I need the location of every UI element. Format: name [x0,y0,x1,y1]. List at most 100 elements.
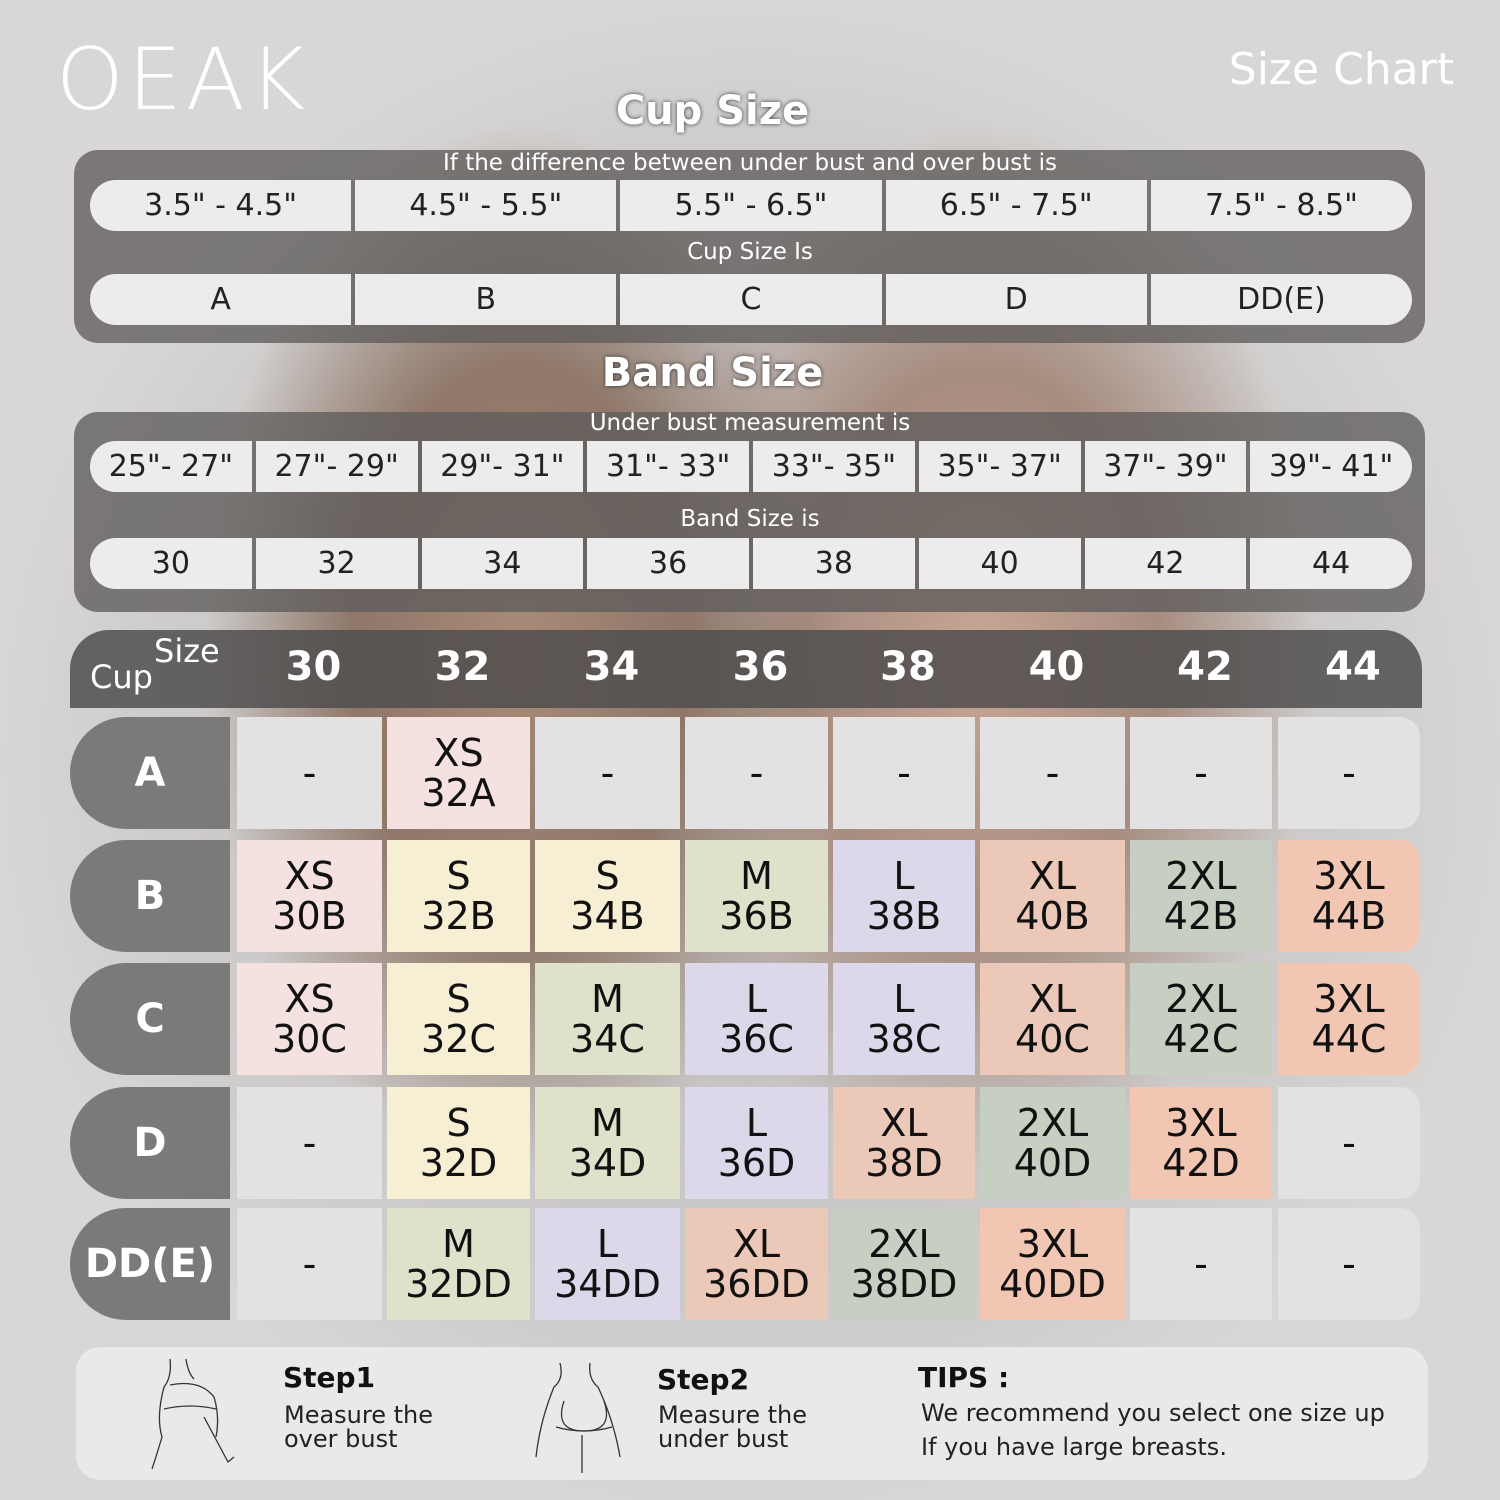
size-code: 40DD [999,1262,1106,1306]
size-letter: 3XL [1313,854,1385,898]
size-code: 32C [421,1017,496,1061]
corner-size-label: Size [154,632,220,670]
size-letter: L [596,1222,619,1266]
size-letter: M [591,977,624,1021]
size-letter: 2XL [1165,854,1237,898]
size-letter: 2XL [1165,977,1237,1021]
band-row: 30 32 34 36 38 40 42 44 [90,538,1412,589]
size-letter: - [897,751,911,795]
size-code: 34C [570,1017,645,1061]
cup-row: A B C D DD(E) [90,274,1412,325]
size-letter: XL [1028,854,1077,898]
column-header: 30 [285,644,342,690]
measurement-range: 39"- 41" [1250,441,1412,492]
column-header: 32 [434,644,491,690]
size-code: 34DD [554,1262,661,1306]
size-code: 42D [1162,1141,1240,1185]
step1-title: Step1 [283,1361,376,1394]
size-cell: 3XL 42D [1130,1087,1272,1199]
measurement-row: 25"- 27" 27"- 29" 29"- 31" 31"- 33" 33"- 35"… [90,441,1412,492]
cup-value: D [885,274,1147,325]
size-code: 32B [421,894,496,938]
size-code: 40C [1015,1017,1090,1061]
size-cell: L 36C [685,963,828,1075]
size-letter: L [745,977,768,1021]
size-letter: M [740,854,773,898]
size-letter: S [446,1101,471,1145]
size-cell: L 38B [833,840,975,952]
size-code: 40D [1013,1141,1092,1185]
size-cell: S 32C [387,963,530,1075]
difference-range: 7.5" - 8.5" [1150,180,1412,231]
column-header: 40 [1028,644,1085,690]
cup-value: DD(E) [1150,274,1412,325]
cup-value: B [355,274,617,325]
size-cell: S 32D [387,1087,530,1199]
brand-logo: OEAK [56,30,310,130]
size-cell: XL 40C [980,963,1125,1075]
column-header: 36 [732,644,789,690]
size-letter: S [595,854,620,898]
cup-caption-cupsize: Cup Size Is [687,239,813,265]
size-cell: M 34D [535,1087,680,1199]
row-header-cup: A [70,717,230,829]
column-header: 34 [583,644,640,690]
size-cell: S 34B [535,840,680,952]
size-letter: 3XL [1016,1222,1089,1266]
size-letter: S [446,854,471,898]
size-cell: 3XL 44C [1278,963,1420,1075]
size-letter: XS [284,854,335,898]
step2-line1: Measure the [658,1401,808,1429]
size-cell: M 36B [685,840,828,952]
band-caption-measurement: Under bust measurement is [589,410,911,436]
size-code: 32D [419,1141,498,1185]
measurement-range: 37"- 39" [1084,441,1247,492]
size-cell: - [237,1087,382,1199]
size-letter: - [302,1121,317,1165]
size-cell: 2XL 40D [980,1087,1125,1199]
grid-header: Size Cup 30 32 34 36 38 40 42 44 [70,630,1422,708]
size-letter: - [600,751,615,795]
size-cell: XS 30B [237,840,382,952]
size-letter: - [1342,1121,1356,1165]
size-cell: - [1278,717,1420,829]
tips-title: TIPS : [918,1361,1010,1394]
size-cell: L 34DD [535,1208,680,1320]
size-cell: 2XL 42B [1130,840,1272,952]
footer-instructions: Step1 Measure the over bust Step2 Measur… [76,1347,1428,1480]
step1-line2: over bust [284,1425,398,1453]
size-code: 42B [1163,894,1239,938]
band-value: 32 [255,538,418,589]
size-letter: L [893,854,915,898]
size-letter: 3XL [1313,977,1385,1021]
difference-range: 4.5" - 5.5" [355,180,617,231]
measurement-range: 31"- 33" [587,441,749,492]
measurement-range: 25"- 27" [90,441,252,492]
cup-value: A [90,274,352,325]
size-cell: 3XL 44B [1278,840,1420,952]
size-code: 32A [421,771,496,815]
column-header: 38 [880,644,936,690]
size-cell: XS 30C [237,963,382,1075]
size-code: 30C [272,1017,347,1061]
size-letter: - [749,751,764,795]
size-cell: - [833,717,975,829]
size-letter: L [745,1101,768,1145]
tips-line2: If you have large breasts. [921,1433,1227,1461]
size-cell: - [237,717,382,829]
size-letter: L [893,977,915,1021]
size-cell: - [1130,717,1272,829]
size-letter: 2XL [868,1222,940,1266]
row-header-cup: C [70,963,230,1075]
size-code: 36C [719,1017,794,1061]
size-code: 38D [865,1141,943,1185]
size-letter: S [446,977,471,1021]
size-cell: 2XL 42C [1130,963,1272,1075]
step2-title: Step2 [657,1363,750,1396]
size-code: 36B [719,894,794,938]
row-header-cup: DD(E) [70,1208,230,1320]
measurement-range: 33"- 35" [753,441,915,492]
size-cell: XL 40B [980,840,1125,952]
size-code: 38DD [850,1262,958,1306]
size-cell: XS 32A [387,717,530,829]
